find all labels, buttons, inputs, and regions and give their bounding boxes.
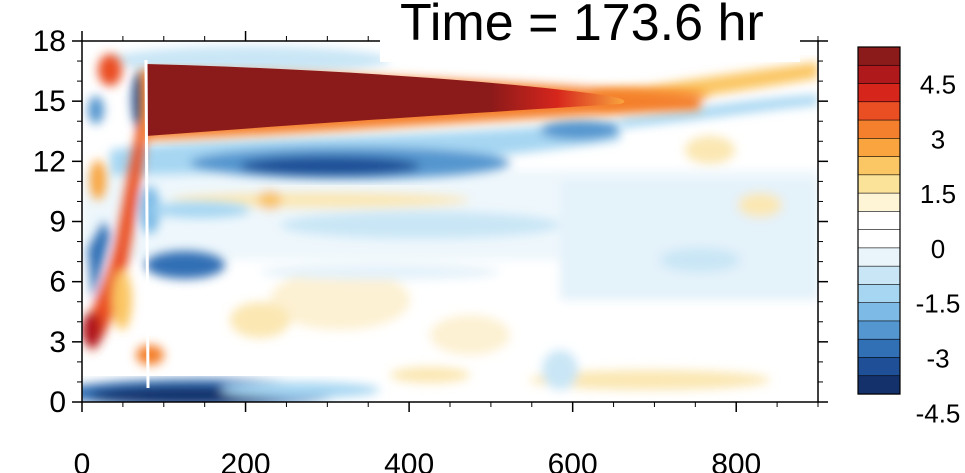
- light-blue-patch: [660, 248, 740, 272]
- colorbar-swatch: [857, 265, 901, 286]
- light-orange-patch: [270, 270, 410, 330]
- colorbar-swatch: [857, 357, 901, 377]
- light-orange-patch: [738, 193, 782, 217]
- light-blue-patch: [280, 211, 560, 239]
- negative-band: [110, 120, 620, 179]
- colorbar-swatch: [857, 156, 901, 176]
- colorbar-swatch: [857, 101, 901, 121]
- light-blue-region: [560, 180, 818, 300]
- left-streaks: [82, 54, 250, 365]
- plot-area: [81, 40, 819, 403]
- yellow-spot: [112, 270, 132, 330]
- colorbar: 4.5 3 1.5 0 -1.5 -3 -4.5: [857, 46, 961, 428]
- colorbar-swatch: [857, 229, 901, 249]
- blue-spot: [88, 96, 104, 124]
- colorbar-tick-label: 3: [931, 124, 945, 154]
- colorbar-tick-label: -3: [926, 343, 949, 373]
- y-tick-label: 12: [33, 145, 66, 178]
- colorbar-tick-label: -1.5: [916, 289, 961, 319]
- light-orange-patch: [390, 367, 470, 383]
- colorbar-frame: [857, 46, 901, 395]
- x-tick-label: 0: [74, 448, 91, 473]
- light-orange-patch: [230, 302, 290, 338]
- orange-spot: [98, 54, 122, 86]
- y-tick-label: 18: [33, 25, 66, 58]
- orange-patch: [258, 190, 282, 210]
- red-spot: [82, 312, 102, 348]
- light-orange-patch: [685, 136, 735, 164]
- y-axis: 0 3 6 9 12 15 18: [33, 25, 828, 419]
- chart-title: Time = 173.6 hr: [400, 0, 764, 52]
- colorbar-swatch: [857, 64, 901, 85]
- y-tick-label: 0: [49, 386, 66, 419]
- colorbar-tick-label: -4.5: [916, 398, 961, 428]
- x-tick-label: 400: [384, 448, 434, 473]
- light-orange-patch: [530, 370, 770, 390]
- colorbar-swatch: [857, 174, 901, 194]
- blue-streak: [88, 220, 110, 300]
- negative-band-mid: [540, 120, 620, 140]
- heatmap-field: [82, 46, 818, 402]
- colorbar-swatch: [857, 138, 901, 158]
- y-tick-label: 3: [49, 326, 66, 359]
- x-tick-label: 200: [221, 448, 271, 473]
- colorbar-tick-label: 1.5: [920, 179, 956, 209]
- colorbar-tick-label: 4.5: [920, 70, 956, 100]
- y-tick-label: 15: [33, 85, 66, 118]
- x-tick-label: 800: [711, 448, 761, 473]
- x-tick-label: 600: [548, 448, 598, 473]
- jet-core: [146, 64, 625, 136]
- negative-band-core: [240, 156, 420, 176]
- surface-band: [82, 379, 380, 402]
- light-blue-patch: [542, 350, 578, 390]
- colorbar-swatch: [857, 83, 901, 103]
- light-blue-patch: [260, 264, 500, 280]
- positive-jet: [140, 59, 700, 389]
- orange-streak: [84, 120, 148, 352]
- surface-band-outer: [220, 382, 380, 398]
- colorbar-swatch: [857, 46, 901, 66]
- blue-spot: [145, 251, 225, 279]
- title-backdrop: [380, 0, 800, 62]
- jet-front-line: [144, 59, 150, 389]
- orange-spot: [90, 160, 106, 200]
- light-orange-patch: [170, 192, 470, 208]
- orange-spot: [136, 345, 164, 365]
- colorbar-swatch: [857, 192, 901, 212]
- light-orange-patch: [430, 315, 510, 355]
- colorbar-swatch: [857, 247, 901, 267]
- x-axis: 0 200 400 600 800: [74, 31, 819, 473]
- y-tick-label: 6: [49, 266, 66, 299]
- upper-blue-stripe: [620, 95, 818, 128]
- colorbar-swatch: [857, 284, 901, 304]
- colorbar-swatch: [857, 375, 901, 395]
- colorbar-swatch: [857, 320, 901, 340]
- y-tick-label: 9: [49, 206, 66, 239]
- colorbar-swatch: [857, 338, 901, 359]
- colorbar-tick-label: 0: [931, 234, 945, 264]
- blue-spot: [150, 202, 250, 218]
- colorbar-swatch: [857, 119, 901, 139]
- colorbar-swatch: [857, 302, 901, 322]
- colorbar-swatch: [857, 211, 901, 231]
